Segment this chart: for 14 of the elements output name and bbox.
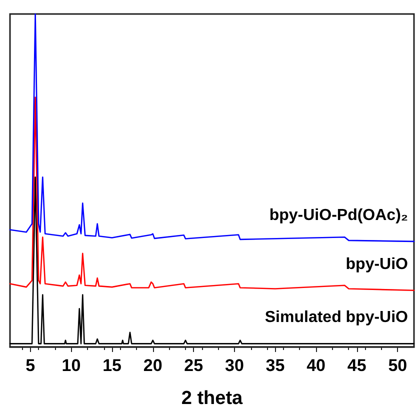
- x-axis-title: 2 theta: [181, 388, 244, 409]
- x-tick-label: 10: [62, 356, 81, 375]
- x-tick-label: 50: [388, 356, 408, 375]
- x-tick-label: 35: [266, 356, 285, 375]
- series-label: bpy-UiO-Pd(OAc)₂: [269, 206, 408, 224]
- x-tick-label: 30: [224, 356, 244, 375]
- x-tick-label: 25: [184, 356, 204, 375]
- x-tick-label: 5: [26, 356, 36, 375]
- x-tick-label: 20: [143, 356, 162, 375]
- x-tick-label: 45: [347, 356, 366, 375]
- x-tick-label: 40: [306, 356, 326, 375]
- series-label: Simulated bpy-UiO: [264, 309, 408, 326]
- x-tick-label: 15: [102, 356, 122, 375]
- series-label: bpy-UiO: [346, 256, 408, 273]
